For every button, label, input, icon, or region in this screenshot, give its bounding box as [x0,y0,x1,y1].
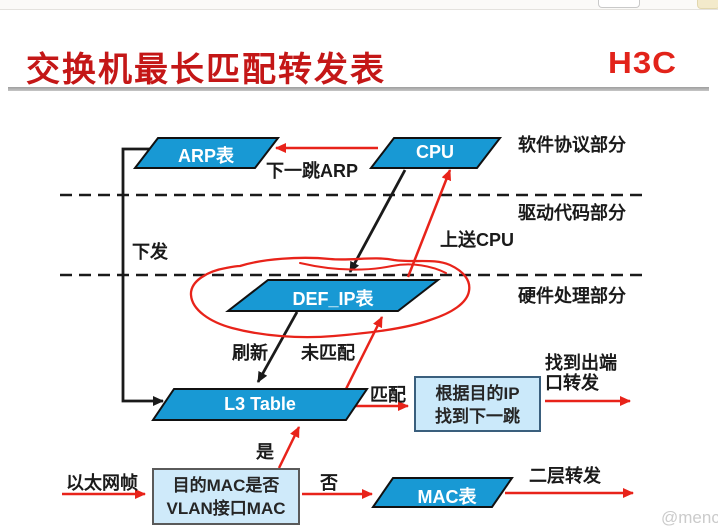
hand-drawn-circle [189,256,471,339]
watermark: @menc [661,508,718,527]
arp-table-label: ARP表 [177,146,234,166]
yes-label: 是 [256,442,274,462]
found-port-label: 找到出端 口转发 [545,353,617,393]
h3c-logo: H3C [608,45,678,80]
found-port-line2: 口转发 [545,373,599,393]
def-ip-table-shape [225,279,441,312]
no-match-label: 未匹配 [301,343,355,363]
next-hop-box-line2: 找到下一跳 [435,407,520,426]
no-match-arrow [344,316,384,390]
title-divider [8,87,709,91]
next-hop-box-text: 根据目的IP 找到下一跳 [415,382,540,428]
mac-check-box-line1: 目的MAC是否 [172,476,280,495]
refresh-label: 刷新 [232,343,268,363]
l3-table-label: L3 Table [224,394,296,414]
chrome-tab[interactable] [697,0,718,9]
section-hardware-label: 硬件处理部分 [518,286,626,306]
cpu-label: CPU [415,142,454,162]
hand-drawn-circle-overlap-stroke [299,262,447,274]
mac-check-box-text: 目的MAC是否 VLAN接口MAC [153,474,299,520]
send-cpu-arrow [406,169,452,278]
next-hop-box-line1: 根据目的IP [435,384,520,403]
deliver-connector-line [121,147,164,406]
send-cpu-label: 上送CPU [440,230,515,250]
l2-forward-label: 二层转发 [529,466,601,486]
cpu-shape [368,137,503,169]
browser-chrome [0,0,718,10]
mac-check-box-line2: VLAN接口MAC [166,499,286,518]
refresh-arrow [256,311,299,383]
ethernet-frame-label: 以太网帧 [66,473,138,493]
mac-table-label: MAC表 [417,487,477,507]
no-label: 否 [320,473,338,493]
yes-arrow [277,426,301,469]
next-hop-box-shape [414,376,541,432]
found-port-line1: 找到出端 [545,353,617,373]
page-title: 交换机最长匹配转发表 [26,52,386,89]
mac-check-box-shape [152,468,300,525]
chrome-button[interactable] [598,0,640,8]
def-ip-table-label: DEF_IP表 [292,289,374,309]
section-software-label: 软件协议部分 [518,135,626,155]
cpu-to-defip-arrow [348,169,407,273]
section-driver-label: 驱动代码部分 [518,203,626,223]
arp-table-shape [132,137,281,169]
next-hop-arp-label: 下一跳ARP [266,161,359,181]
deliver-label: 下发 [132,242,168,262]
match-label: 匹配 [370,385,406,405]
l3-table-shape [151,388,369,421]
mac-table-shape [371,477,514,508]
